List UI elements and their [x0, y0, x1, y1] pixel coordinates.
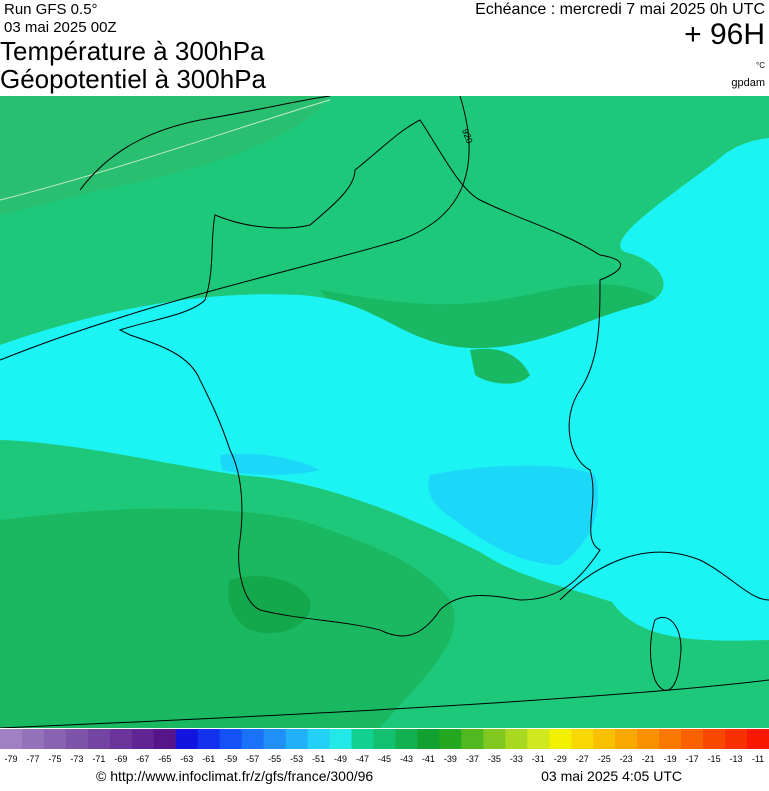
scale-swatch — [307, 729, 331, 749]
field-zone — [228, 576, 311, 634]
scale-label: -11 — [752, 754, 764, 764]
lead-time: + 96H — [684, 18, 765, 51]
scale-label: -53 — [290, 754, 303, 764]
color-scale: -79 -77 -75 -73 -71 -69 -67 -65 -63 -61 -59 -57 -55-… — [0, 729, 769, 764]
scale-swatch — [197, 729, 221, 749]
scale-label: -23 — [620, 754, 633, 764]
scale-label: -69 — [114, 754, 127, 764]
scale-swatch — [395, 729, 418, 749]
scale-swatch — [175, 729, 199, 749]
scale-label: -37 — [466, 754, 479, 764]
scale-label: -79 — [4, 754, 17, 764]
scale-label: -35 — [488, 754, 501, 764]
scale-swatch — [615, 729, 638, 749]
coastline — [559, 551, 769, 601]
scale-swatch — [153, 729, 177, 749]
scale-swatch — [21, 729, 45, 749]
scale-swatch — [219, 729, 243, 749]
scale-swatch — [505, 729, 528, 749]
scale-swatch — [549, 729, 572, 749]
field-zone — [0, 508, 455, 728]
scale-label: -15 — [708, 754, 721, 764]
scale-label: -45 — [378, 754, 391, 764]
title-geopotential: Géopotentiel à 300hPa — [0, 64, 267, 94]
scale-label: -61 — [202, 754, 215, 764]
scale-label: -17 — [686, 754, 699, 764]
field-zone — [320, 284, 660, 385]
scale-swatch — [417, 729, 440, 749]
scale-swatch — [0, 729, 23, 749]
scale-swatch — [131, 729, 155, 749]
scale-swatch — [659, 729, 682, 749]
scale-label: -55 — [268, 754, 281, 764]
echeance: Echéance : mercredi 7 mai 2025 0h UTC — [475, 1, 765, 18]
footer-source: © http://www.infoclimat.fr/z/gfs/france/… — [96, 768, 373, 784]
colder-zone — [220, 453, 320, 475]
scale-swatch — [527, 729, 550, 749]
unit-temp: °C — [756, 61, 765, 70]
scale-swatch — [87, 729, 111, 749]
coastline — [79, 96, 331, 191]
scale-label: -71 — [92, 754, 105, 764]
scale-label: -65 — [158, 754, 171, 764]
scale-swatch — [483, 729, 506, 749]
scale-swatch — [241, 729, 265, 749]
scale-label: -29 — [554, 754, 567, 764]
scale-swatch — [43, 729, 67, 749]
scale-swatch — [65, 729, 89, 749]
scale-swatch — [263, 729, 287, 749]
corsica-outline — [650, 617, 682, 691]
scale-swatch — [461, 729, 484, 749]
run-label: Run GFS 0.5° — [4, 1, 98, 18]
unit-geo: gpdam — [731, 77, 765, 89]
title-temperature: Température à 300hPa — [0, 36, 265, 66]
scale-label: -57 — [246, 754, 259, 764]
footer-issued: 03 mai 2025 4:05 UTC — [541, 768, 682, 784]
scale-swatch — [747, 729, 769, 749]
scale-label: -59 — [224, 754, 237, 764]
isotherm — [0, 99, 331, 201]
scale-label: -33 — [510, 754, 523, 764]
scale-label: -21 — [642, 754, 655, 764]
field-zone — [470, 348, 530, 384]
scale-label: -47 — [356, 754, 369, 764]
scale-label: -39 — [444, 754, 457, 764]
scale-label: -67 — [136, 754, 149, 764]
scale-swatch — [593, 729, 616, 749]
scale-label: -73 — [70, 754, 83, 764]
scale-label: -75 — [48, 754, 61, 764]
scale-swatch — [329, 729, 353, 749]
run-date: 03 mai 2025 00Z — [4, 19, 117, 36]
map: 920 — [0, 96, 769, 728]
geopotential-contour — [0, 679, 769, 728]
scale-label: -63 — [180, 754, 193, 764]
scale-label: -25 — [598, 754, 611, 764]
scale-swatch — [373, 729, 396, 749]
scale-label: -13 — [730, 754, 743, 764]
scale-label: -43 — [400, 754, 413, 764]
france-outline — [118, 119, 622, 637]
scale-swatch — [439, 729, 462, 749]
scale-label: -27 — [576, 754, 589, 764]
scale-swatch — [285, 729, 309, 749]
scale-swatch — [571, 729, 594, 749]
geopotential-contour — [0, 96, 470, 361]
scale-label: -51 — [312, 754, 325, 764]
scale-swatch — [351, 729, 375, 749]
colder-zone — [428, 465, 599, 565]
contour-label: 920 — [460, 127, 475, 145]
scale-label: -31 — [532, 754, 545, 764]
scale-label: -19 — [664, 754, 677, 764]
scale-swatch — [725, 729, 748, 749]
scale-label: -41 — [422, 754, 435, 764]
scale-label: -77 — [26, 754, 39, 764]
scale-swatch — [703, 729, 726, 749]
scale-swatch — [637, 729, 660, 749]
scale-swatch — [681, 729, 704, 749]
scale-swatch — [109, 729, 133, 749]
scale-label: -49 — [334, 754, 347, 764]
